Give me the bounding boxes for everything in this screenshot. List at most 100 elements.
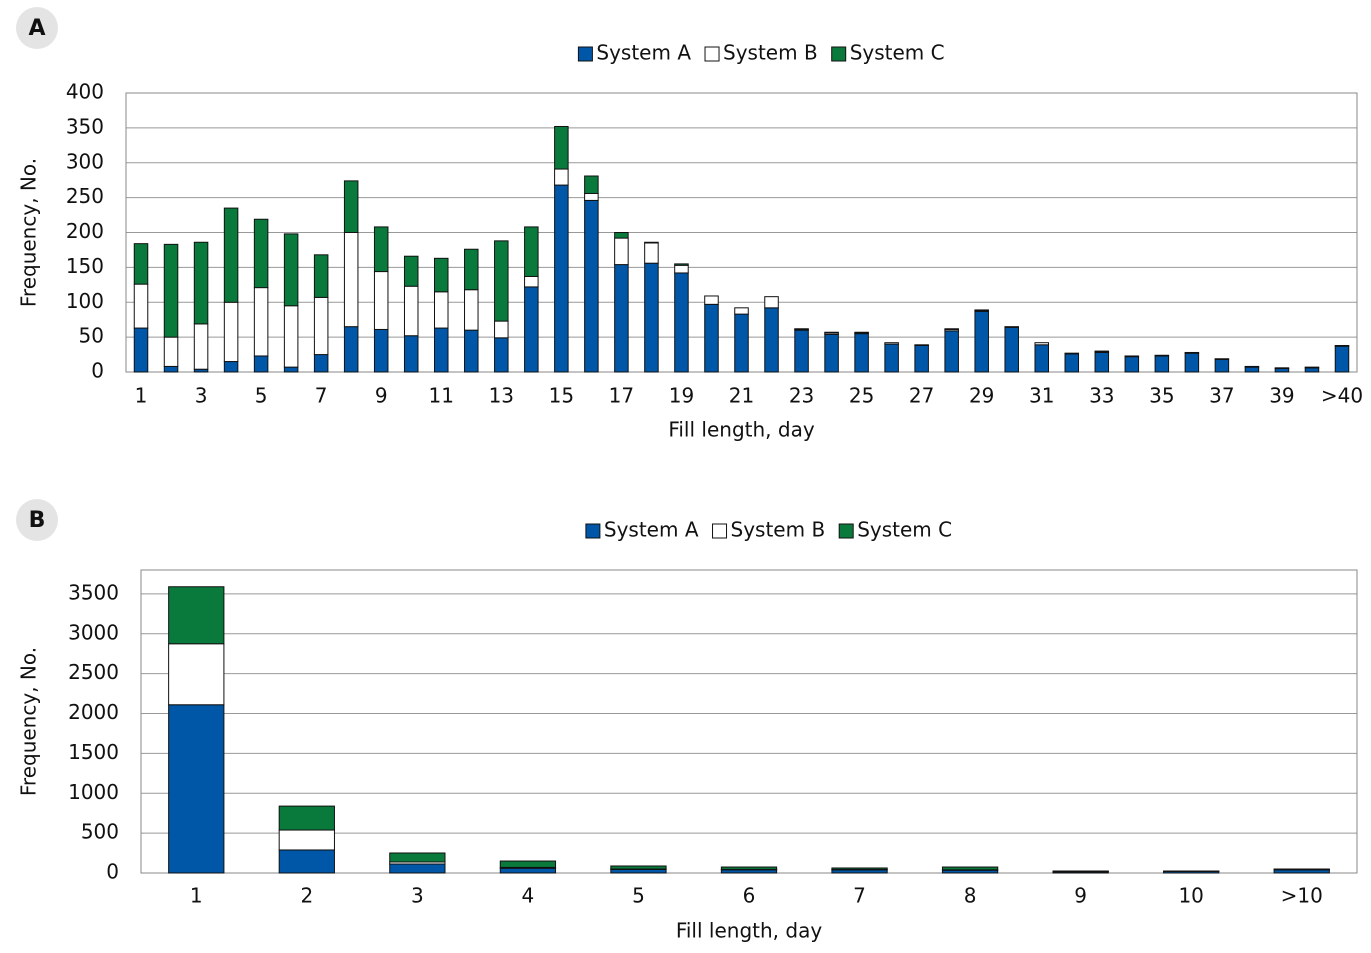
x-tick-label: 3	[195, 384, 208, 408]
bar-segment	[611, 869, 666, 873]
bar-segment	[885, 343, 899, 344]
bar-segment	[314, 255, 328, 298]
x-axis-title: Fill length, day	[676, 919, 822, 943]
x-tick-label: 15	[549, 384, 574, 408]
bar-segment	[1065, 354, 1079, 372]
bar-segment	[1305, 367, 1319, 368]
legend-swatch	[713, 524, 727, 538]
x-tick-label: >40	[1321, 384, 1363, 408]
bar-segment	[1095, 351, 1109, 352]
bar-segment	[169, 705, 224, 873]
bar-segment	[1125, 357, 1139, 372]
x-tick-label: 2	[300, 884, 313, 908]
bar-segment	[435, 328, 449, 372]
bar-segment	[435, 258, 449, 291]
x-tick-label: 17	[609, 384, 634, 408]
x-tick-label: 23	[789, 384, 814, 408]
x-tick-label: 37	[1209, 384, 1234, 408]
bar-segment	[735, 314, 749, 372]
x-tick-label: 13	[489, 384, 514, 408]
bar-segment	[615, 233, 629, 239]
bar-segment	[795, 330, 809, 372]
bar-segment	[374, 272, 388, 330]
x-tick-label: 25	[849, 384, 874, 408]
bar-segment	[1335, 346, 1349, 372]
x-tick-label: 21	[729, 384, 754, 408]
bar-segment	[169, 644, 224, 705]
bar-segment	[1125, 356, 1139, 357]
x-tick-label: 7	[315, 384, 328, 408]
bar-segment	[224, 302, 238, 361]
x-tick-label: >10	[1281, 884, 1323, 908]
bar-segment	[1245, 367, 1259, 372]
bar-segment	[224, 362, 238, 372]
bar-segment	[344, 181, 358, 233]
x-tick-label: 19	[669, 384, 694, 408]
bar-segment	[254, 219, 268, 287]
bar-segment	[735, 308, 749, 314]
bar-segment	[404, 336, 418, 372]
bar-segment	[279, 850, 334, 873]
bar-segment	[374, 227, 388, 272]
bar-segment	[1275, 368, 1289, 369]
bar-segment	[555, 126, 569, 169]
x-tick-label: 1	[135, 384, 148, 408]
y-axis-title: Frequency, No.	[17, 647, 41, 796]
y-tick-label: 150	[66, 254, 104, 278]
bar-segment	[435, 292, 449, 328]
x-tick-label: 9	[1074, 884, 1087, 908]
x-tick-label: 35	[1149, 384, 1174, 408]
bar-segment	[855, 332, 869, 333]
x-tick-label: 29	[969, 384, 994, 408]
y-tick-label: 0	[91, 359, 104, 383]
bar-segment	[555, 169, 569, 185]
bar-segment	[1155, 356, 1169, 372]
bar-segment	[495, 338, 509, 372]
bar-segment	[495, 321, 509, 338]
bar-segment	[1035, 343, 1049, 345]
bar-segment	[825, 332, 839, 333]
bar-segment	[721, 867, 776, 869]
bar-segment	[942, 867, 997, 870]
legend-swatch	[839, 524, 853, 538]
bar-segment	[645, 263, 659, 372]
bar-segment	[374, 329, 388, 372]
y-tick-label: 400	[66, 80, 104, 104]
bar-segment	[164, 366, 178, 372]
bar-segment	[675, 273, 689, 372]
bar-segment	[915, 345, 929, 346]
y-tick-label: 300	[66, 149, 104, 173]
bar-segment	[615, 265, 629, 372]
y-tick-label: 350	[66, 114, 104, 138]
y-tick-label: 3000	[68, 620, 119, 644]
bar-segment	[525, 276, 539, 286]
y-tick-label: 3500	[68, 580, 119, 604]
legend-swatch	[586, 524, 600, 538]
bar-segment	[585, 176, 599, 193]
bar-segment	[284, 367, 298, 372]
bar-segment	[314, 297, 328, 354]
bar-segment	[284, 234, 298, 306]
bar-segment	[645, 242, 659, 243]
bar-segment	[765, 297, 779, 308]
x-tick-label: 7	[853, 884, 866, 908]
y-tick-label: 200	[66, 219, 104, 243]
panel-label: B	[29, 508, 46, 533]
bar-segment	[344, 233, 358, 327]
legend-label: System B	[731, 518, 826, 542]
bar-segment	[465, 249, 479, 289]
bar-segment	[134, 284, 148, 328]
legend-swatch	[578, 47, 592, 61]
bar-segment	[525, 287, 539, 372]
bar-segment	[1245, 366, 1259, 367]
bar-segment	[1305, 368, 1319, 372]
bar-segment	[705, 304, 719, 372]
y-tick-label: 1500	[68, 740, 119, 764]
bar-segment	[795, 329, 809, 330]
bar-segment	[832, 868, 887, 869]
bar-segment	[134, 244, 148, 284]
bar-segment	[975, 311, 989, 372]
y-tick-label: 50	[79, 324, 104, 348]
bar-segment	[254, 288, 268, 356]
x-tick-label: 27	[909, 384, 934, 408]
